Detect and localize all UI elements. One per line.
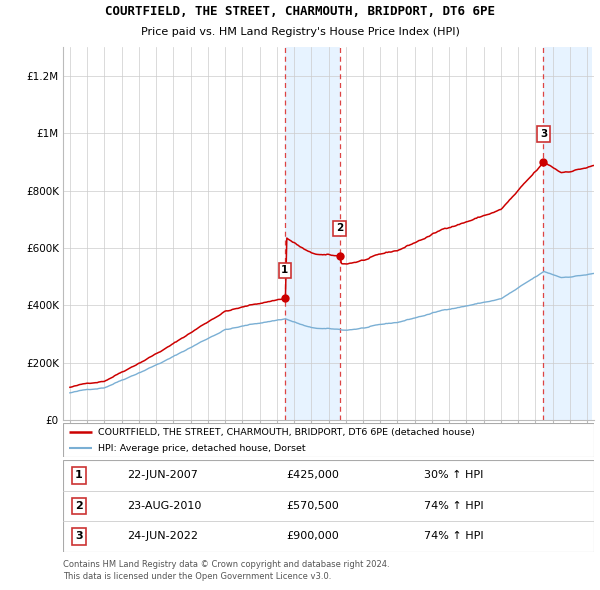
Text: 22-JUN-2007: 22-JUN-2007 [127, 470, 197, 480]
FancyBboxPatch shape [63, 423, 594, 457]
Text: COURTFIELD, THE STREET, CHARMOUTH, BRIDPORT, DT6 6PE: COURTFIELD, THE STREET, CHARMOUTH, BRIDP… [105, 5, 495, 18]
Text: £425,000: £425,000 [286, 470, 339, 480]
Text: £570,500: £570,500 [286, 501, 339, 511]
Text: 3: 3 [75, 532, 83, 542]
FancyBboxPatch shape [63, 460, 594, 552]
Text: 30% ↑ HPI: 30% ↑ HPI [424, 470, 484, 480]
Text: 23-AUG-2010: 23-AUG-2010 [127, 501, 201, 511]
Text: Price paid vs. HM Land Registry's House Price Index (HPI): Price paid vs. HM Land Registry's House … [140, 27, 460, 37]
Text: 24-JUN-2022: 24-JUN-2022 [127, 532, 198, 542]
Text: 1: 1 [75, 470, 83, 480]
Text: £900,000: £900,000 [286, 532, 339, 542]
Text: HPI: Average price, detached house, Dorset: HPI: Average price, detached house, Dors… [98, 444, 305, 453]
Text: 74% ↑ HPI: 74% ↑ HPI [424, 532, 484, 542]
Text: Contains HM Land Registry data © Crown copyright and database right 2024.: Contains HM Land Registry data © Crown c… [63, 560, 389, 569]
Text: This data is licensed under the Open Government Licence v3.0.: This data is licensed under the Open Gov… [63, 572, 331, 581]
Text: 2: 2 [336, 224, 343, 234]
Bar [285, 47, 340, 420]
Text: 1: 1 [281, 266, 289, 275]
Text: 74% ↑ HPI: 74% ↑ HPI [424, 501, 484, 511]
Text: 3: 3 [540, 129, 547, 139]
Bar [544, 47, 592, 420]
Text: 2: 2 [75, 501, 83, 511]
Text: COURTFIELD, THE STREET, CHARMOUTH, BRIDPORT, DT6 6PE (detached house): COURTFIELD, THE STREET, CHARMOUTH, BRIDP… [98, 428, 474, 437]
